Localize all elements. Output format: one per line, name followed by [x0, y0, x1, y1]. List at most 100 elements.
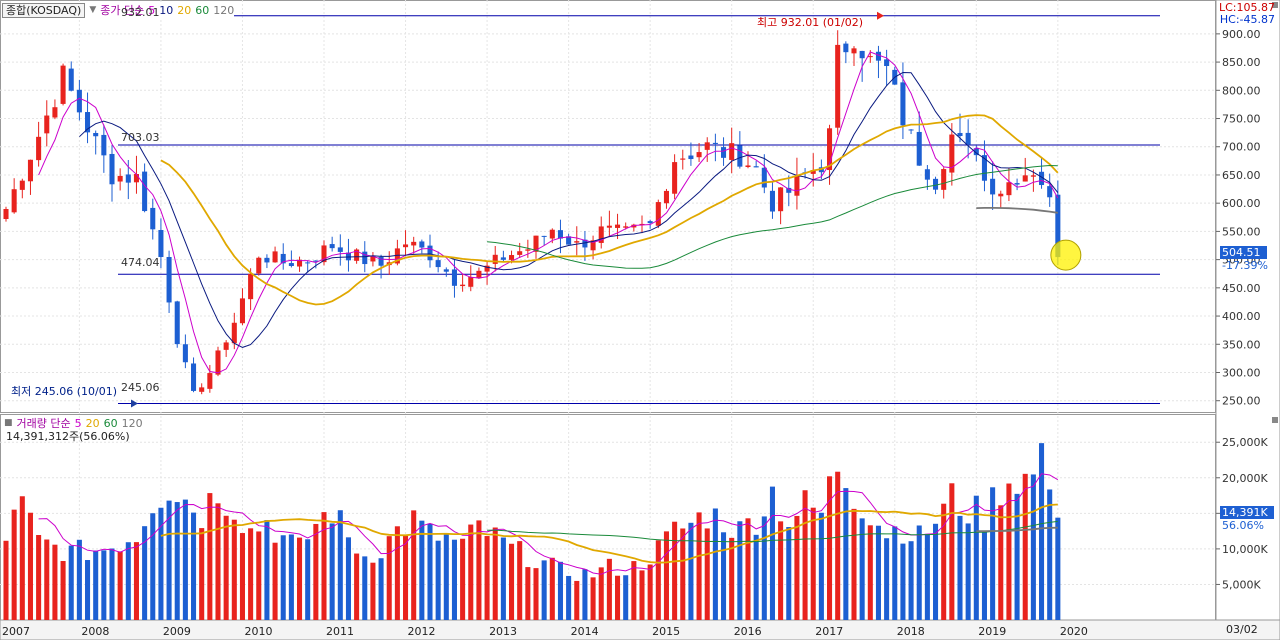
volume-legend-label: 거래량 단순	[16, 417, 71, 430]
y-tick-label: 400.00	[1222, 310, 1261, 323]
volume-bar	[704, 528, 710, 620]
candle-body	[981, 155, 987, 181]
candle-body	[239, 298, 245, 324]
candle-body	[207, 373, 213, 389]
candle-body	[557, 230, 563, 239]
candle-body	[19, 180, 25, 190]
y-tick-label: 700.00	[1222, 141, 1261, 154]
candle-body	[582, 239, 588, 248]
x-tick-label: 2017	[815, 625, 843, 638]
volume-bar	[655, 540, 661, 620]
volume-bar	[451, 539, 457, 620]
candle-body	[533, 235, 539, 252]
candle-body	[182, 344, 188, 363]
x-axis-panel	[0, 619, 1280, 640]
candle-body	[68, 68, 74, 91]
settings-icon[interactable]: ■	[4, 418, 13, 428]
candle-body	[345, 252, 351, 261]
volume-bar	[305, 539, 311, 620]
dropdown-icon[interactable]: ▼	[89, 5, 97, 15]
symbol-chip[interactable]: 종합(KOSDAQ)	[2, 2, 86, 18]
volume-bar	[818, 512, 824, 620]
candle-body	[509, 255, 515, 260]
candle-body	[1039, 171, 1045, 186]
volume-bar	[182, 499, 188, 620]
volume-bar	[500, 537, 506, 620]
candle-body	[117, 175, 123, 182]
candle-body	[696, 152, 702, 158]
y-tick-label: 800.00	[1222, 84, 1261, 97]
lc-label: LC:105.87	[1218, 1, 1275, 14]
high-annotation: 최고 932.01 (01/02)	[757, 16, 864, 29]
volume-bar	[443, 533, 449, 620]
y-tick-label: 900.00	[1222, 28, 1261, 41]
candle-body	[916, 131, 922, 166]
low-arrow-icon	[131, 399, 138, 408]
volume-bar	[133, 542, 139, 620]
volume-bar	[288, 534, 294, 620]
candle-body	[680, 158, 686, 160]
legend-ma20: 20	[177, 3, 192, 17]
candle-body	[166, 256, 172, 303]
volume-bar	[623, 575, 629, 620]
candle-body	[623, 226, 629, 228]
volume-bar	[598, 567, 604, 620]
candle-body	[248, 273, 254, 300]
candle-body	[729, 143, 735, 160]
candle-body	[753, 166, 759, 168]
candle-body	[60, 65, 66, 104]
volume-bar	[44, 539, 50, 620]
volume-bar	[150, 513, 156, 620]
candle-body	[272, 251, 278, 263]
candle-body	[737, 145, 743, 167]
legend-ma60: 60	[195, 3, 210, 17]
volume-bar	[851, 508, 857, 620]
candle-body	[329, 244, 335, 249]
candle-body	[655, 202, 661, 226]
volume-bar	[435, 540, 441, 620]
volume-current-text: 14,391,312주(56.06%)	[6, 430, 130, 443]
volume-bar	[965, 523, 971, 620]
volume-bar	[590, 577, 596, 620]
volume-bar	[1039, 443, 1045, 620]
line-932-label: 932.01	[121, 6, 160, 19]
y-tick-label: 600.00	[1222, 197, 1261, 210]
legend-main-label: 종가 단순	[100, 4, 145, 17]
resize-handle	[1272, 2, 1278, 8]
candle-body	[810, 170, 816, 174]
volume-bar	[696, 512, 702, 620]
candle-body	[11, 189, 17, 213]
candle-body	[199, 387, 205, 392]
volume-bar	[174, 502, 180, 620]
volume-bar	[329, 523, 335, 620]
volume-bar	[248, 528, 254, 620]
candle-body	[427, 245, 433, 261]
volume-bar	[981, 531, 987, 620]
candle-body	[411, 241, 417, 246]
candle-body	[1030, 175, 1036, 177]
candle-body	[663, 190, 669, 204]
volume-bar	[639, 570, 645, 620]
volume-bar	[231, 519, 237, 620]
candle-body	[590, 240, 596, 251]
volume-bar	[541, 560, 547, 620]
candle-body	[1047, 186, 1053, 198]
candle-body	[52, 107, 58, 118]
volume-bar	[199, 528, 205, 620]
volume-bar	[60, 561, 66, 620]
volume-bar	[908, 541, 914, 620]
candle-body	[484, 265, 490, 272]
volume-tick-label: 10,000K	[1222, 543, 1268, 556]
volume-bar	[191, 512, 197, 620]
volume-bar	[517, 541, 523, 620]
candle-body	[647, 221, 653, 224]
volume-bar	[892, 526, 898, 620]
y-tick-label: 850.00	[1222, 56, 1261, 69]
candle-body	[704, 142, 710, 150]
candle-body	[500, 257, 506, 260]
volume-bar	[1014, 493, 1020, 620]
volume-bar	[794, 515, 800, 620]
candle-body	[973, 148, 979, 156]
volume-bar	[345, 537, 351, 620]
